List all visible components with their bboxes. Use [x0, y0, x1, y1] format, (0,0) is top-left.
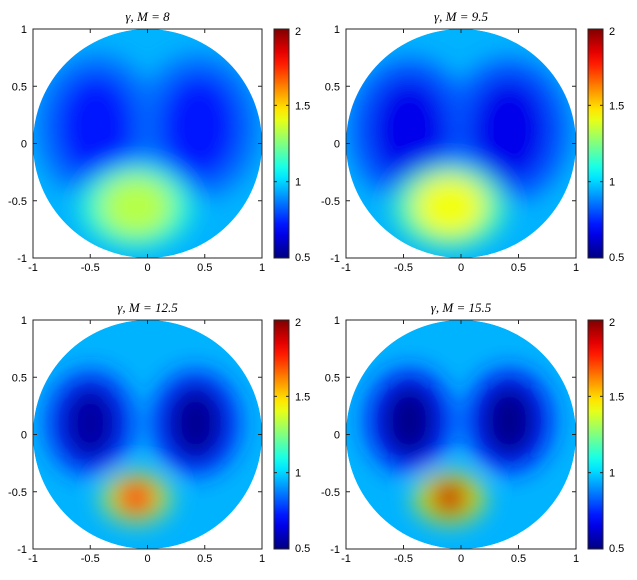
- feature-low: [161, 75, 238, 178]
- y-tick-label: 0.5: [12, 372, 27, 384]
- panel-3: -1 -0.5 0 0.5 1 1 0.5 0 -0.5 -1 γ, M = 12.5 2 1.5 1 0.…: [8, 300, 310, 565]
- colorbar-tick-label: 1.5: [609, 100, 624, 112]
- y-tick-label: 0.5: [325, 81, 340, 93]
- y-tick-label: -0.5: [321, 487, 340, 499]
- x-tick-label: -0.5: [394, 262, 413, 274]
- colorbar-tick-label: 1.5: [609, 391, 624, 403]
- colorbar: 2 1.5 1 0.5: [273, 317, 310, 555]
- feature-high: [427, 478, 472, 517]
- x-tick-label: 0.5: [511, 553, 526, 565]
- disk-field: [33, 320, 262, 549]
- x-tick-label: 1: [259, 553, 265, 565]
- x-tick-label: 0.5: [197, 262, 212, 274]
- x-tick-label: 0.5: [511, 262, 526, 274]
- y-tick-label: 0: [334, 430, 340, 442]
- y-tick-label: -1: [330, 544, 340, 556]
- x-tick-label: -0.5: [81, 262, 100, 274]
- feature-low: [471, 78, 548, 182]
- feature-low: [167, 385, 224, 461]
- colorbar-tick-label: 0.5: [295, 252, 310, 264]
- colorbar-tick-label: 2: [295, 317, 301, 329]
- colorbar-gradient: [273, 319, 290, 550]
- x-tick-label: 0: [144, 262, 150, 274]
- y-tick-label: -0.5: [8, 196, 27, 208]
- y-tick-label: -0.5: [321, 196, 340, 208]
- y-tick-label: -0.5: [8, 487, 27, 499]
- colorbar-tick-label: 2: [295, 26, 301, 38]
- x-tick-label: -0.5: [81, 553, 100, 565]
- feature-low: [371, 78, 448, 182]
- x-tick-label: -1: [341, 262, 351, 274]
- y-tick-label: 0.5: [12, 81, 27, 93]
- feature-low: [481, 382, 538, 459]
- y-tick-label: 0: [21, 139, 27, 151]
- colorbar-tick-label: 0.5: [609, 543, 624, 555]
- feature-low: [62, 385, 119, 461]
- chart-title: γ, M = 12.5: [117, 300, 178, 315]
- colorbar-tick-label: 1.5: [295, 100, 310, 112]
- feature-high: [413, 175, 486, 238]
- disk-field: [346, 29, 576, 258]
- disk-field: [346, 320, 576, 549]
- colorbar-tick-label: 2: [609, 317, 615, 329]
- panel-1: -1 -0.5 0 0.5 1 1 0.5 0 -0.5 -1 γ, M = 8 2 1.5 1 0.5: [8, 9, 310, 274]
- feature-high: [100, 175, 173, 238]
- disk-field: [33, 29, 262, 258]
- y-tick-label: 0: [334, 139, 340, 151]
- feature-high: [114, 478, 159, 517]
- colorbar-tick-label: 1: [295, 177, 301, 189]
- y-tick-label: -1: [330, 253, 340, 265]
- colorbar-tick-label: 1: [609, 468, 615, 480]
- colorbar: 2 1.5 1 0.5: [587, 317, 624, 555]
- colorbar: 2 1.5 1 0.5: [273, 26, 310, 264]
- chart-title: γ, M = 15.5: [431, 300, 492, 315]
- colorbar-gradient: [587, 319, 604, 550]
- colorbar-tick-label: 0.5: [295, 543, 310, 555]
- y-tick-label: -1: [17, 253, 27, 265]
- y-tick-label: 1: [21, 24, 27, 36]
- x-tick-label: 0: [458, 553, 464, 565]
- y-tick-label: 1: [334, 24, 340, 36]
- x-tick-label: 0.5: [197, 553, 212, 565]
- x-tick-label: -0.5: [394, 553, 413, 565]
- colorbar-tick-label: 1: [609, 177, 615, 189]
- x-tick-label: 0: [458, 262, 464, 274]
- x-tick-label: 1: [573, 262, 579, 274]
- chart-title: γ, M = 8: [125, 9, 170, 24]
- x-tick-label: 1: [573, 553, 579, 565]
- y-tick-label: 0.5: [325, 372, 340, 384]
- y-tick-label: 1: [21, 315, 27, 327]
- x-tick-label: -1: [341, 553, 351, 565]
- panel-2: -1 -0.5 0 0.5 1 1 0.5 0 -0.5 -1 γ, M = 9.5 2 1.5 1 0.5: [321, 9, 624, 274]
- colorbar-tick-label: 1: [295, 468, 301, 480]
- y-tick-label: 1: [334, 315, 340, 327]
- colorbar-tick-label: 1.5: [295, 391, 310, 403]
- colorbar-tick-label: 0.5: [609, 252, 624, 264]
- x-tick-label: -1: [28, 553, 38, 565]
- colorbar-tick-label: 2: [609, 26, 615, 38]
- x-tick-label: 0: [144, 553, 150, 565]
- panel-4: -1 -0.5 0 0.5 1 1 0.5 0 -0.5 -1 γ, M = 15.5 2 1.5 1 0.…: [321, 300, 624, 565]
- feature-low: [381, 382, 438, 459]
- y-tick-label: -1: [17, 544, 27, 556]
- colorbar-gradient: [273, 28, 290, 259]
- colorbar: 2 1.5 1 0.5: [587, 26, 624, 264]
- colorbar-gradient: [587, 28, 604, 259]
- y-tick-label: 0: [21, 430, 27, 442]
- feature-low: [57, 75, 134, 178]
- x-tick-label: 1: [259, 262, 265, 274]
- x-tick-label: -1: [28, 262, 38, 274]
- chart-title: γ, M = 9.5: [434, 9, 488, 24]
